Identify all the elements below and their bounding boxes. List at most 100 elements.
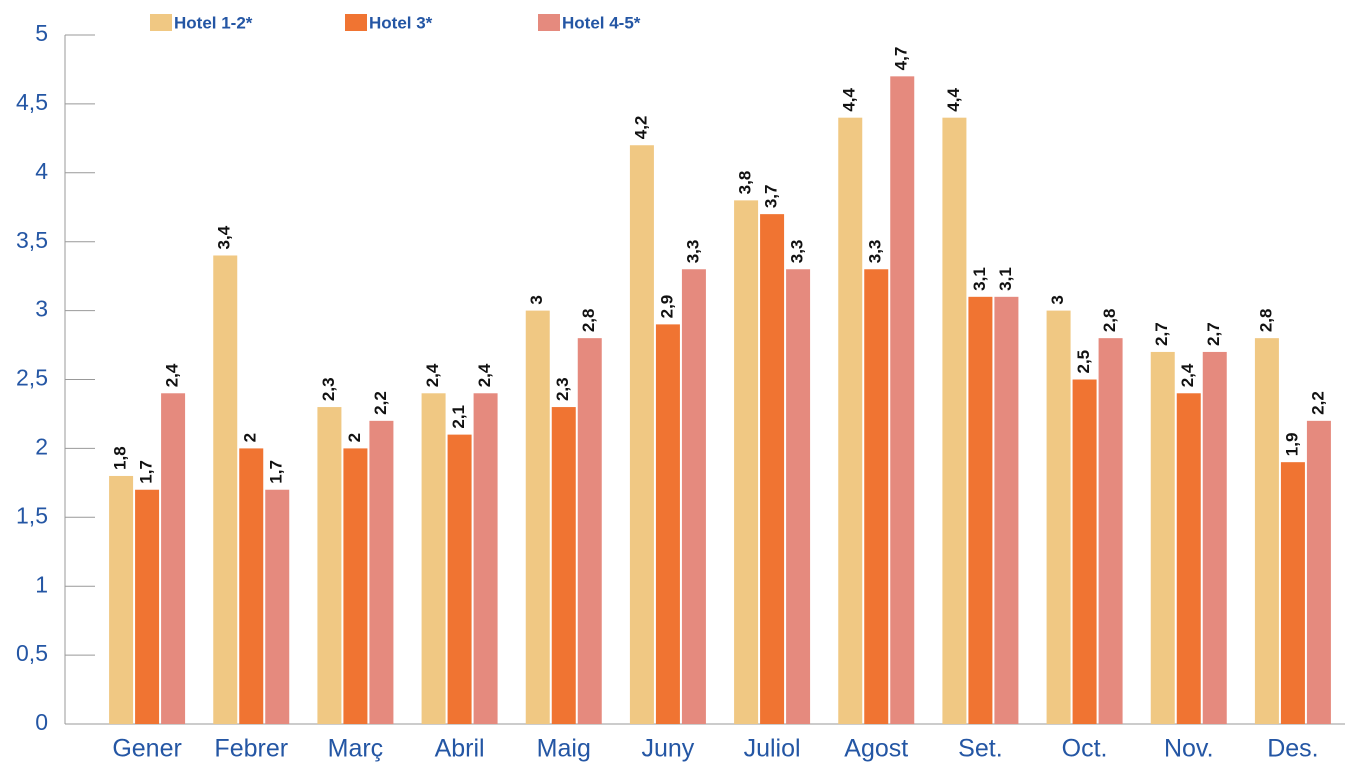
- bar: [786, 269, 811, 724]
- y-tick-label: 1: [35, 571, 48, 597]
- bar: [213, 255, 238, 725]
- x-tick-label: Oct.: [1062, 735, 1108, 763]
- value-label: 2,2: [371, 391, 390, 415]
- bar: [1176, 393, 1201, 724]
- value-label: 4,4: [944, 88, 963, 112]
- bar: [1202, 351, 1227, 724]
- y-tick-label: 3: [35, 296, 48, 322]
- x-tick-label: Gener: [112, 735, 181, 763]
- x-tick-label: Juny: [642, 735, 695, 763]
- bar: [343, 448, 368, 724]
- value-label: 3: [527, 295, 546, 304]
- legend-swatch: [345, 14, 367, 31]
- legend-label: Hotel 4-5*: [562, 13, 641, 32]
- value-label: 2: [345, 433, 364, 442]
- value-label: 2,4: [163, 363, 182, 387]
- value-label: 1,7: [267, 460, 286, 484]
- value-label: 4,2: [631, 116, 650, 140]
- bar: [239, 448, 264, 724]
- x-tick-label: Des.: [1267, 735, 1318, 763]
- value-label: 2,7: [1204, 322, 1223, 346]
- value-label: 1,9: [1282, 433, 1301, 457]
- bar: [1098, 338, 1123, 724]
- bar: [473, 393, 498, 724]
- bar: [1306, 420, 1331, 724]
- legend-label: Hotel 1-2*: [174, 13, 253, 32]
- x-tick-label: Febrer: [214, 735, 288, 763]
- value-label: 3,1: [970, 267, 989, 291]
- value-label: 2,8: [1256, 309, 1275, 333]
- bar: [838, 117, 863, 725]
- bar: [1150, 351, 1175, 724]
- value-label: 2: [241, 433, 260, 442]
- y-tick-label: 1,5: [16, 502, 48, 528]
- value-label: 3,7: [762, 184, 781, 208]
- value-label: 3,4: [215, 225, 234, 249]
- bar: [135, 489, 160, 724]
- y-tick-label: 5: [35, 20, 48, 46]
- value-label: 2,4: [423, 363, 442, 387]
- value-label: 2,7: [1152, 322, 1171, 346]
- legend-swatch: [150, 14, 172, 31]
- bar: [629, 145, 654, 725]
- bar: [369, 420, 394, 724]
- value-label: 3: [1048, 295, 1067, 304]
- bar: [447, 434, 472, 724]
- y-tick-label: 2: [35, 433, 48, 459]
- bar: [864, 269, 889, 724]
- bar: [265, 489, 290, 724]
- y-tick-label: 4: [35, 158, 48, 184]
- bar: [551, 407, 576, 724]
- value-label: 4,7: [892, 47, 911, 71]
- bar: [734, 200, 759, 725]
- bar: [1072, 379, 1097, 724]
- legend-label: Hotel 3*: [369, 13, 433, 32]
- value-label: 1,8: [111, 446, 130, 470]
- value-label: 3,3: [683, 240, 702, 264]
- y-tick-label: 0,5: [16, 640, 48, 666]
- value-label: 3,3: [866, 240, 885, 264]
- bar: [994, 296, 1019, 724]
- y-tick-label: 4,5: [16, 89, 48, 115]
- x-tick-label: Març: [328, 735, 384, 763]
- value-label: 4,4: [840, 88, 859, 112]
- value-label: 3,3: [788, 240, 807, 264]
- value-label: 1,7: [137, 460, 156, 484]
- x-tick-label: Maig: [537, 735, 591, 763]
- value-label: 2,8: [1100, 309, 1119, 333]
- value-label: 2,2: [1308, 391, 1327, 415]
- value-label: 2,4: [1178, 363, 1197, 387]
- bar: [1280, 462, 1305, 724]
- value-label: 2,4: [475, 363, 494, 387]
- x-tick-label: Juliol: [744, 735, 801, 763]
- legend-swatch: [538, 14, 560, 31]
- bar: [681, 269, 706, 724]
- x-tick-label: Nov.: [1164, 735, 1214, 763]
- y-tick-label: 2,5: [16, 365, 48, 391]
- bar: [942, 117, 967, 725]
- bar: [890, 76, 915, 725]
- bar: [421, 393, 446, 724]
- bar: [968, 296, 993, 724]
- bar: [577, 338, 602, 724]
- x-tick-label: Abril: [435, 735, 485, 763]
- value-label: 2,1: [449, 405, 468, 429]
- y-tick-label: 0: [35, 709, 48, 735]
- value-label: 3,1: [996, 267, 1015, 291]
- value-label: 3,8: [736, 171, 755, 195]
- x-tick-label: Agost: [844, 735, 908, 763]
- value-label: 2,3: [319, 377, 338, 401]
- value-label: 2,3: [553, 377, 572, 401]
- bar: [525, 310, 550, 724]
- bar: [655, 324, 680, 724]
- bar: [1046, 310, 1071, 724]
- value-label: 2,5: [1074, 350, 1093, 374]
- bar: [161, 393, 186, 724]
- bar: [1254, 338, 1279, 724]
- value-label: 2,9: [657, 295, 676, 319]
- value-label: 2,8: [579, 309, 598, 333]
- bar: [760, 214, 785, 724]
- bar: [109, 475, 134, 724]
- bar: [317, 407, 342, 724]
